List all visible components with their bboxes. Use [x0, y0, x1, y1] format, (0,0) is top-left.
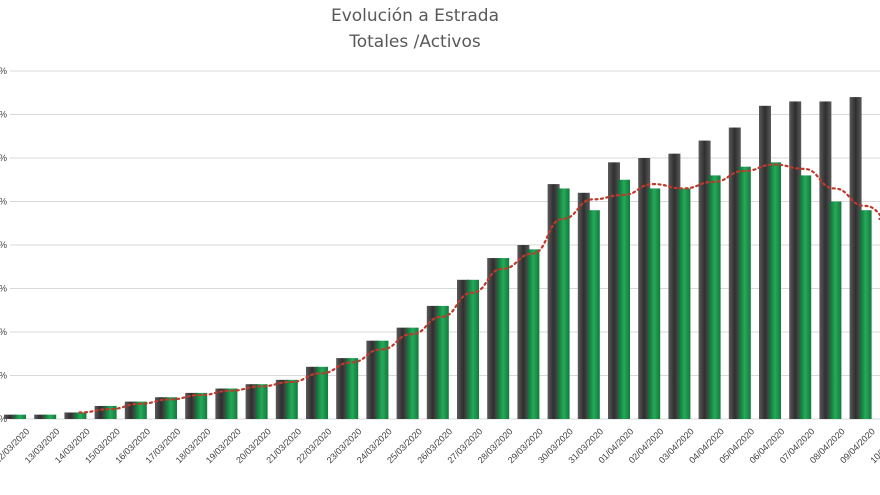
- bar-activos: [859, 210, 872, 419]
- bar-totales: [336, 358, 349, 419]
- bar-activos: [255, 384, 268, 419]
- bar-activos: [557, 188, 570, 419]
- bar-totales: [215, 388, 228, 419]
- bar-activos: [618, 179, 630, 419]
- bar-activos: [134, 401, 147, 419]
- bar-totales: [698, 140, 711, 419]
- bar-activos: [436, 305, 449, 419]
- bar-totales: [366, 340, 379, 419]
- bar-totales: [34, 414, 47, 419]
- bar-totales: [487, 258, 500, 419]
- bar-activos: [225, 388, 238, 419]
- chart-title: Evolución a Estrada: [330, 6, 500, 26]
- y-tick-label: 50%: [0, 197, 7, 207]
- bar-activos: [104, 405, 117, 419]
- bar-activos: [587, 210, 600, 419]
- bar-activos: [829, 201, 842, 419]
- y-tick-label: 30%: [0, 284, 7, 294]
- bar-totales: [396, 327, 409, 419]
- bar-activos: [44, 414, 57, 419]
- trendline: [78, 163, 880, 414]
- y-tick-label: 70%: [0, 110, 7, 120]
- y-tick-label: 60%: [0, 153, 7, 163]
- bar-totales: [728, 127, 741, 420]
- bar-activos: [527, 249, 540, 419]
- y-tick-label: 20%: [0, 327, 7, 337]
- bar-totales: [608, 162, 620, 419]
- bar-activos: [406, 327, 419, 419]
- bar-totales: [4, 414, 16, 419]
- bar-activos: [74, 412, 87, 419]
- bar-activos: [346, 358, 359, 419]
- x-axis-ticks: 12/03/202013/03/202014/03/202015/03/2020…: [0, 426, 880, 465]
- y-tick-label: 0%: [0, 414, 7, 424]
- y-tick-label: 40%: [0, 240, 7, 250]
- bar-activos: [165, 397, 177, 419]
- bar-totales: [426, 305, 439, 419]
- bar-activos: [738, 166, 751, 419]
- bar-totales: [275, 379, 288, 419]
- bar-activos: [195, 392, 208, 419]
- bar-activos: [316, 366, 328, 419]
- bar-totales: [155, 397, 167, 419]
- bar-totales: [577, 192, 590, 419]
- bar-totales: [457, 279, 469, 419]
- bar-totales: [789, 101, 802, 419]
- bar-totales: [759, 105, 771, 420]
- trendline-path: [78, 163, 880, 414]
- bar-activos: [467, 279, 479, 419]
- bar-totales: [547, 184, 560, 419]
- bar-totales: [517, 245, 530, 419]
- bar-activos: [497, 258, 510, 419]
- bar-activos: [285, 379, 298, 419]
- chart-subtitle: Totales /Activos: [349, 32, 481, 52]
- bar-activos: [14, 414, 26, 419]
- y-axis-ticks: 0% 10% 20% 30% 40% 50% 60% 70% 80%: [0, 66, 7, 424]
- bar-activos: [648, 188, 661, 419]
- bar-totales: [306, 366, 318, 419]
- y-tick-label: 80%: [0, 66, 7, 76]
- bar-totales: [638, 158, 651, 419]
- bar-activos: [678, 188, 691, 419]
- y-tick-label: 10%: [0, 371, 7, 381]
- bars: [4, 97, 872, 420]
- bar-totales: [185, 392, 198, 419]
- bar-activos: [708, 175, 721, 419]
- bar-totales: [668, 153, 681, 419]
- bar-totales: [245, 384, 258, 419]
- bar-activos: [376, 340, 389, 419]
- bar-activos: [799, 175, 812, 419]
- bar-totales: [849, 97, 862, 419]
- bar-totales: [64, 412, 77, 419]
- bar-activos: [769, 162, 781, 419]
